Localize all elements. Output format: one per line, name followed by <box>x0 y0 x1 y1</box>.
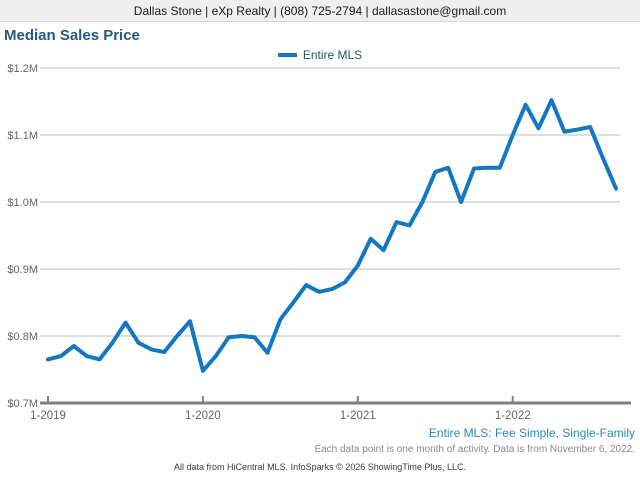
y-axis-tick-label: $0.7M <box>7 398 38 410</box>
attribution-note: All data from HiCentral MLS. InfoSparks … <box>174 462 466 472</box>
y-axis-tick-label: $0.9M <box>7 264 38 276</box>
y-axis-tick-label: $1.0M <box>7 197 38 209</box>
page-title: Median Sales Price <box>4 27 140 44</box>
chart-legend: Entire MLS <box>0 47 640 63</box>
x-axis-tick-label: 1-2020 <box>185 410 221 422</box>
legend-line-swatch <box>277 53 297 57</box>
data-freshness-note: Each data point is one month of activity… <box>314 444 635 455</box>
x-axis-tick-label: 1-2022 <box>495 410 531 422</box>
x-axis-tick-label: 1-2021 <box>340 410 376 422</box>
agent-contact-header: Dallas Stone | eXp Realty | (808) 725-27… <box>0 0 640 22</box>
series-line-entire-mls <box>46 98 618 373</box>
y-axis-tick-label: $0.8M <box>7 331 38 343</box>
y-axis-tick-label: $1.2M <box>7 63 38 75</box>
agent-contact-text: Dallas Stone | eXp Realty | (808) 725-27… <box>133 3 507 18</box>
legend-label: Entire MLS <box>302 48 363 62</box>
x-axis-tick-label: 1-2019 <box>30 410 66 422</box>
y-axis-tick-label: $1.1M <box>7 130 38 142</box>
series-filter-note: Entire MLS: Fee Simple, Single-Family <box>428 426 635 440</box>
